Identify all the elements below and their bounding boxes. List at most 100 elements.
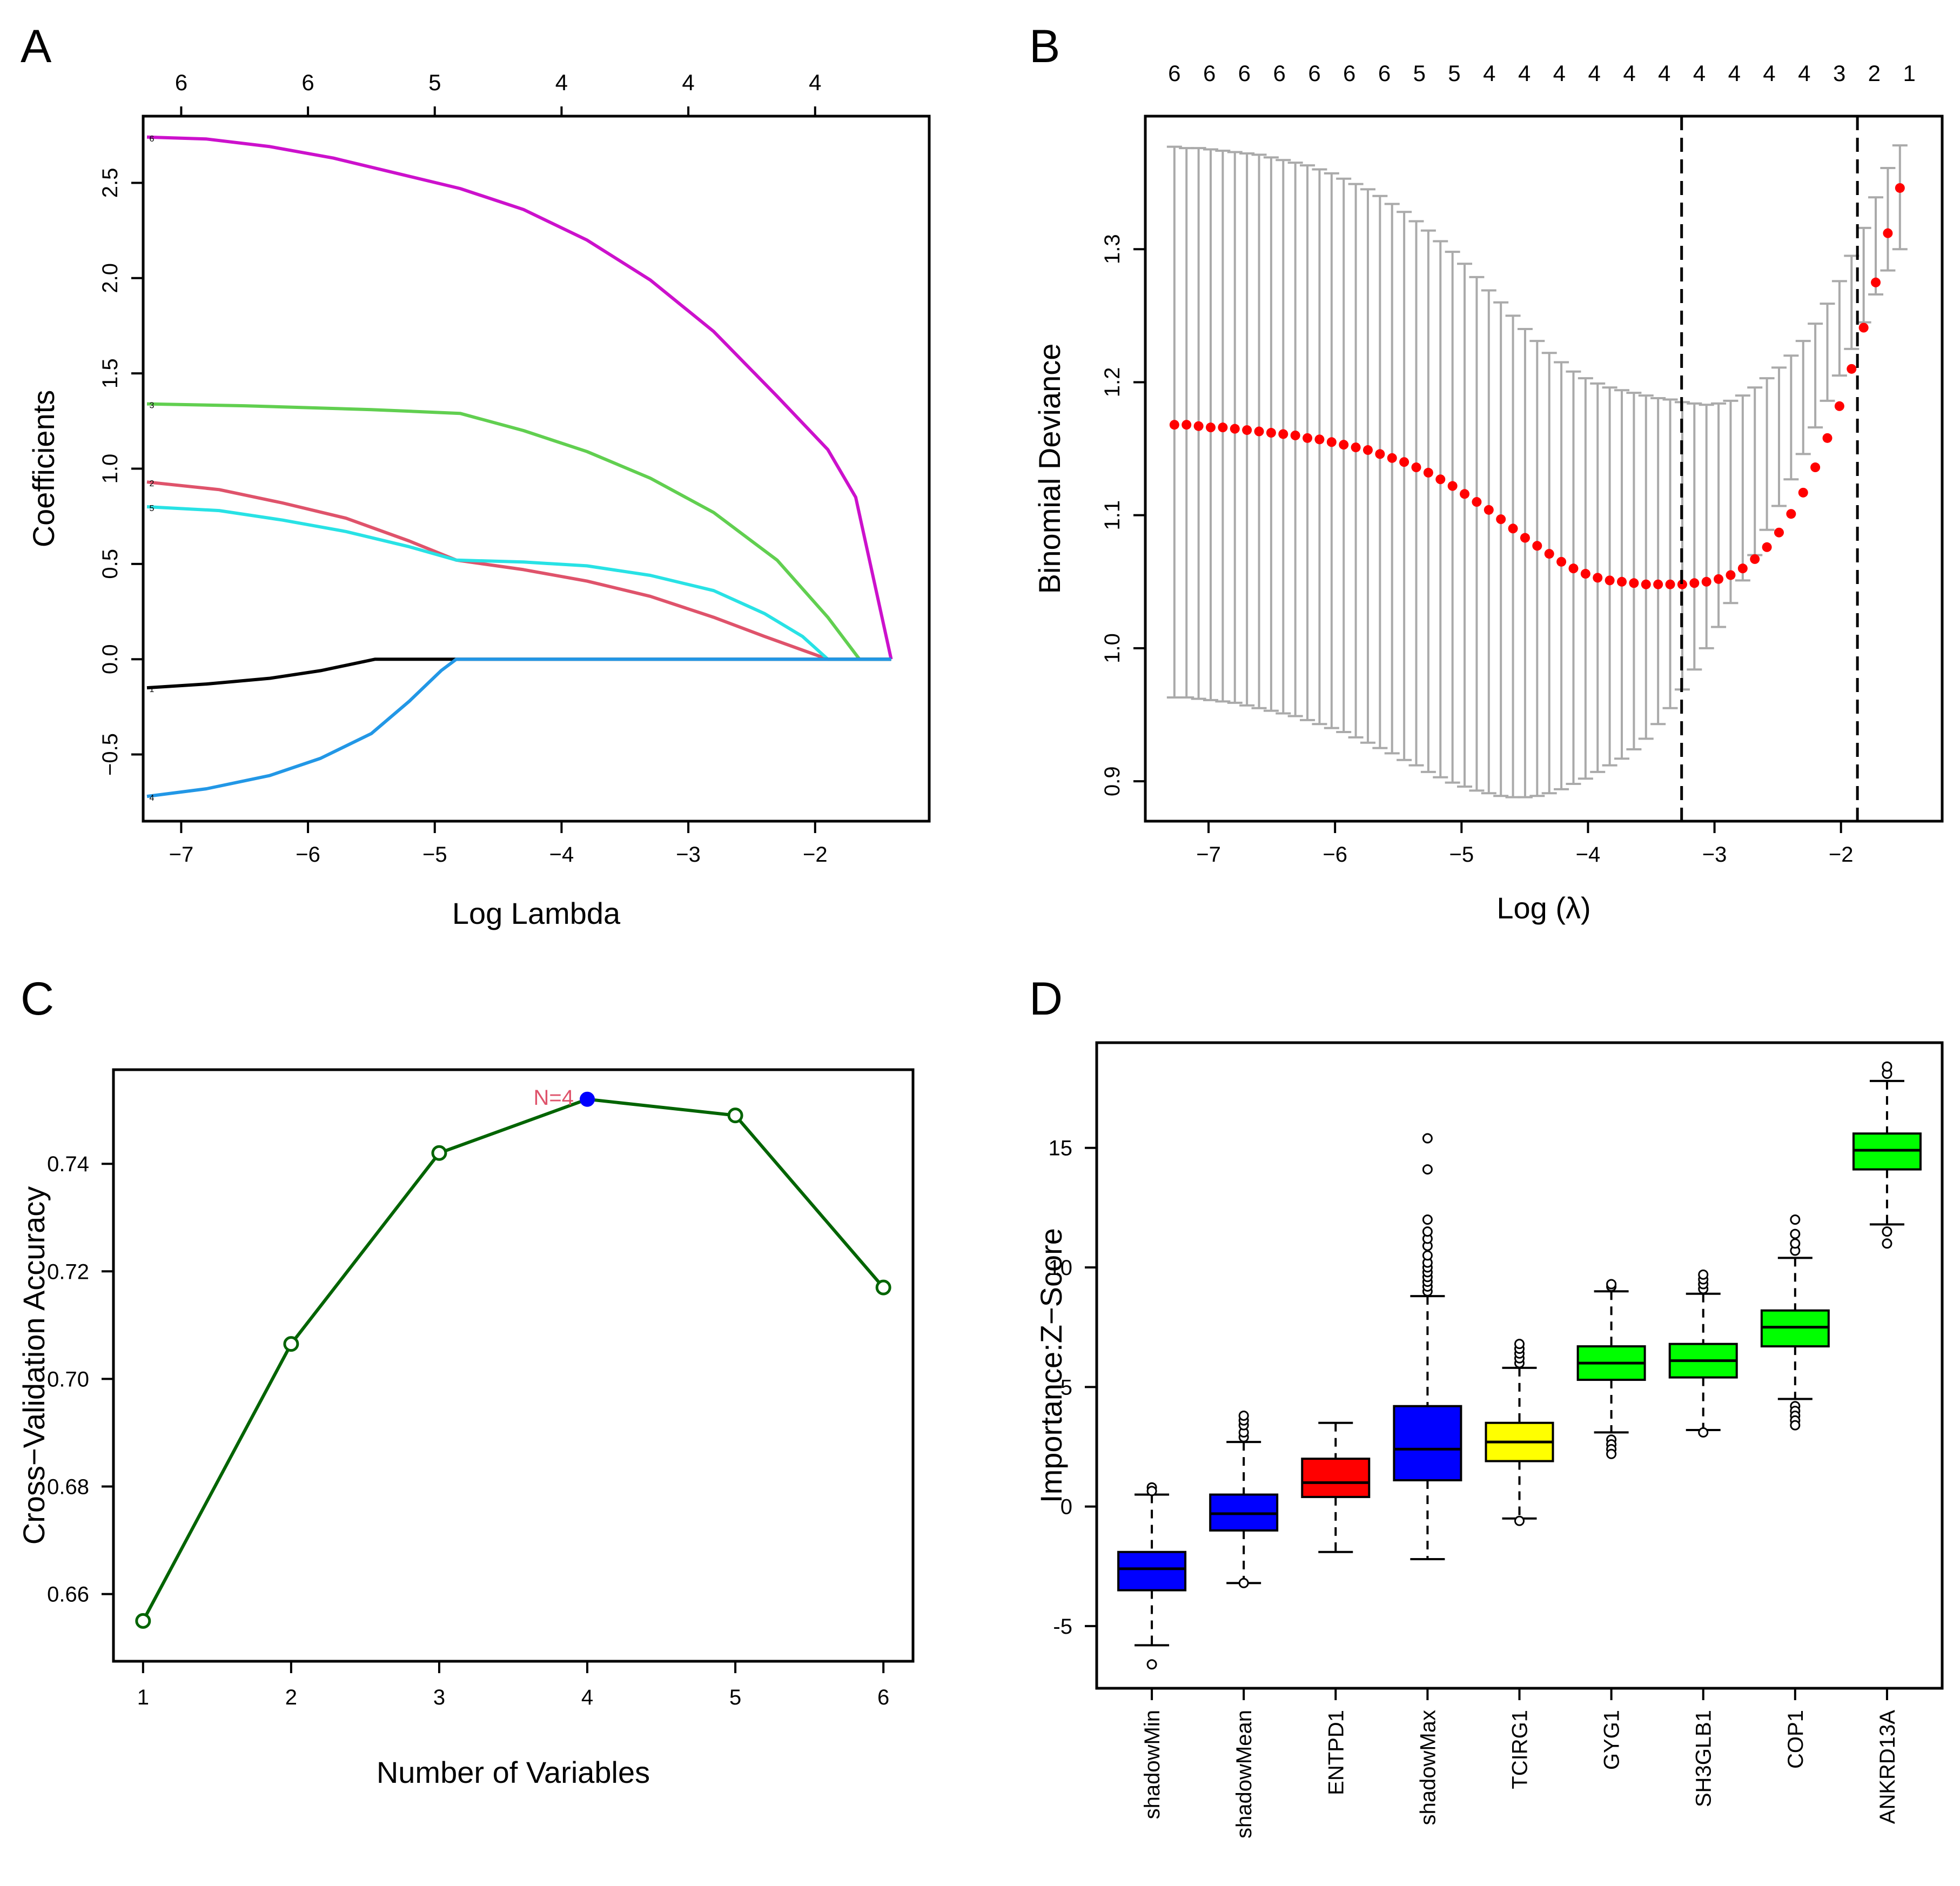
panel-b-top-count-label: 4 xyxy=(1798,61,1810,86)
panel-a-top-tick-label: 5 xyxy=(428,70,441,95)
panel-b-top-count-label: 6 xyxy=(1343,61,1355,86)
panel-b-mean-point xyxy=(1605,575,1615,586)
panel-c-y-tick-label: 0.68 xyxy=(47,1475,89,1499)
panel-b-top-count-label: 6 xyxy=(1378,61,1391,86)
panel-a-y-tick-label: 1.0 xyxy=(98,454,122,484)
panel-b-mean-point xyxy=(1858,323,1869,333)
panel-d-outlier-point xyxy=(1790,1214,1801,1225)
panel-d-y-tick-label: 0 xyxy=(1060,1495,1072,1519)
panel-b-top-count-label: 5 xyxy=(1448,61,1460,86)
panel-b-mean-point xyxy=(1362,445,1373,455)
panel-b-y-axis-label: Binomial Deviance xyxy=(1032,344,1066,594)
panel-b-top-count-label: 4 xyxy=(1483,61,1495,86)
panel-d-y-tick-label: 5 xyxy=(1060,1375,1072,1399)
panel-a-lasso-coefficient-paths: −7 −6 −5 −4 −3 −2 −0.5 0.0 0.5 1.0 1.5 2.0 2.5 6 6 5 4 4 4… xyxy=(26,70,931,930)
panel-b-mean-point xyxy=(1375,449,1385,459)
panel-a-series-label-4: 4 xyxy=(150,794,155,803)
panel-b-top-count-label: 4 xyxy=(1728,61,1741,86)
panel-d-x-tick-label: GYG1 xyxy=(1600,1710,1624,1770)
panel-d-outlier-point xyxy=(1422,1226,1433,1237)
panel-c-accuracy-point xyxy=(727,1108,743,1124)
panel-b-mean-point xyxy=(1423,467,1433,478)
panel-a-y-tick-label: 0.5 xyxy=(98,549,122,579)
panel-b-mean-point xyxy=(1689,578,1700,588)
panel-c-plot-frame xyxy=(112,1068,915,1663)
panel-a-x-axis-label: Log Lambda xyxy=(452,896,621,930)
panel-b: B −7 −6 −5 −4 −3 −20.91.01.11.21.36 6 6 6 6 6 6 5 5 4 4… xyxy=(1029,21,1944,925)
panel-a-x-tick-label: −6 xyxy=(296,843,320,867)
panel-b-mean-point xyxy=(1871,277,1881,287)
panel-a-series-line-5 xyxy=(146,505,891,661)
panel-b-mean-point xyxy=(1834,401,1844,411)
panel-c-x-tick-label: 4 xyxy=(581,1686,593,1709)
panel-a-series-label-1: 1 xyxy=(150,685,155,694)
panel-d-outlier-point xyxy=(1606,1279,1617,1290)
panel-b-mean-point xyxy=(1822,433,1833,443)
panel-b-mean-point xyxy=(1435,474,1446,485)
panel-b-x-tick-label: −2 xyxy=(1829,843,1854,867)
panel-b-top-count-label: 5 xyxy=(1413,61,1426,86)
panel-c-accuracy-vs-variables: 1 2 3 4 5 6 0.66 0.68 0.70 0.72 0.74 Number of Vari… xyxy=(17,1068,915,1789)
panel-d-outlier-point xyxy=(1422,1133,1433,1144)
panel-a-y-tick-label: 2.0 xyxy=(98,263,122,293)
panel-c: C 1 2 3 4 5 6 0.66 0.68 0.70 0.72 0.74 Number of Va… xyxy=(17,973,915,1789)
panel-b-y-tick-label: 1.3 xyxy=(1100,234,1124,264)
panel-b-mean-point xyxy=(1750,554,1760,564)
panel-d-outlier-point xyxy=(1422,1164,1433,1175)
panel-b-mean-point xyxy=(1339,440,1349,450)
panel-b-y-tick-label: 1.2 xyxy=(1100,367,1124,398)
panel-d-y-axis-label: Importance:Z−Score xyxy=(1034,1228,1068,1503)
panel-b-top-count-label: 2 xyxy=(1868,61,1881,86)
panel-b-mean-point xyxy=(1193,421,1204,431)
panel-b-mean-point xyxy=(1665,579,1675,589)
panel-a-y-tick-label: 2.5 xyxy=(98,168,122,198)
panel-b-mean-point xyxy=(1254,426,1264,437)
panel-b-mean-point xyxy=(1351,442,1361,453)
panel-b-mean-point xyxy=(1714,574,1724,584)
panel-b-top-count-label: 4 xyxy=(1518,61,1531,86)
panel-b-mean-point xyxy=(1544,549,1554,559)
panel-d-x-tick-label: COP1 xyxy=(1784,1710,1808,1769)
panel-d-x-tick-label: shadowMean xyxy=(1232,1710,1256,1838)
panel-b-mean-point xyxy=(1568,563,1579,574)
panel-a-y-tick-label: −0.5 xyxy=(98,733,122,776)
panel-b-mean-point xyxy=(1677,579,1687,589)
panel-b-top-count-label: 4 xyxy=(1763,61,1775,86)
panel-b-mean-point xyxy=(1520,533,1530,543)
panel-b-mean-point xyxy=(1701,576,1711,587)
panel-a-series-line-3 xyxy=(146,402,891,661)
panel-b-top-count-label: 6 xyxy=(1168,61,1180,86)
panel-b-mean-point xyxy=(1411,462,1421,473)
panel-c-x-tick-label: 6 xyxy=(877,1686,889,1709)
panel-b-mean-point xyxy=(1242,425,1252,435)
panel-b-mean-point xyxy=(1883,228,1893,238)
panel-d-x-tick-label: shadowMin xyxy=(1140,1710,1164,1819)
panel-c-accuracy-line xyxy=(142,1097,885,1622)
panel-d-outlier-point xyxy=(1790,1238,1801,1249)
panel-b-mean-point xyxy=(1230,424,1240,434)
panel-b-mean-point xyxy=(1205,422,1216,433)
panel-b-mean-point xyxy=(1798,487,1808,498)
panel-b-mean-point xyxy=(1508,523,1518,534)
panel-d-outlier-point xyxy=(1790,1420,1801,1431)
panel-b-top-count-label: 4 xyxy=(1658,61,1670,86)
panel-b-mean-point xyxy=(1484,505,1494,515)
panel-b-top-count-label: 1 xyxy=(1903,61,1915,86)
panel-d-outlier-point xyxy=(1698,1427,1709,1438)
panel-c-best-annotation: N=4 xyxy=(534,1086,574,1110)
panel-c-accuracy-point xyxy=(431,1145,447,1161)
panel-d-outlier-point xyxy=(1882,1226,1892,1237)
panel-c-y-tick-label: 0.66 xyxy=(47,1583,89,1607)
panel-d-x-tick-label: ENTPD1 xyxy=(1324,1710,1348,1795)
panel-b-mean-point xyxy=(1895,183,1905,193)
panel-b-top-count-label: 6 xyxy=(1273,61,1285,86)
panel-b-y-tick-label: 0.9 xyxy=(1100,766,1124,796)
panel-d-y-tick-label: -5 xyxy=(1053,1615,1072,1639)
panel-a-y-axis-label: Coefficients xyxy=(26,390,61,548)
panel-b-mean-point xyxy=(1266,428,1276,438)
panel-a-series-label-2: 2 xyxy=(150,479,155,488)
panel-b-mean-point xyxy=(1653,579,1663,589)
panel-d-outlier-point xyxy=(1790,1229,1801,1239)
panel-b-mean-point xyxy=(1532,541,1542,551)
